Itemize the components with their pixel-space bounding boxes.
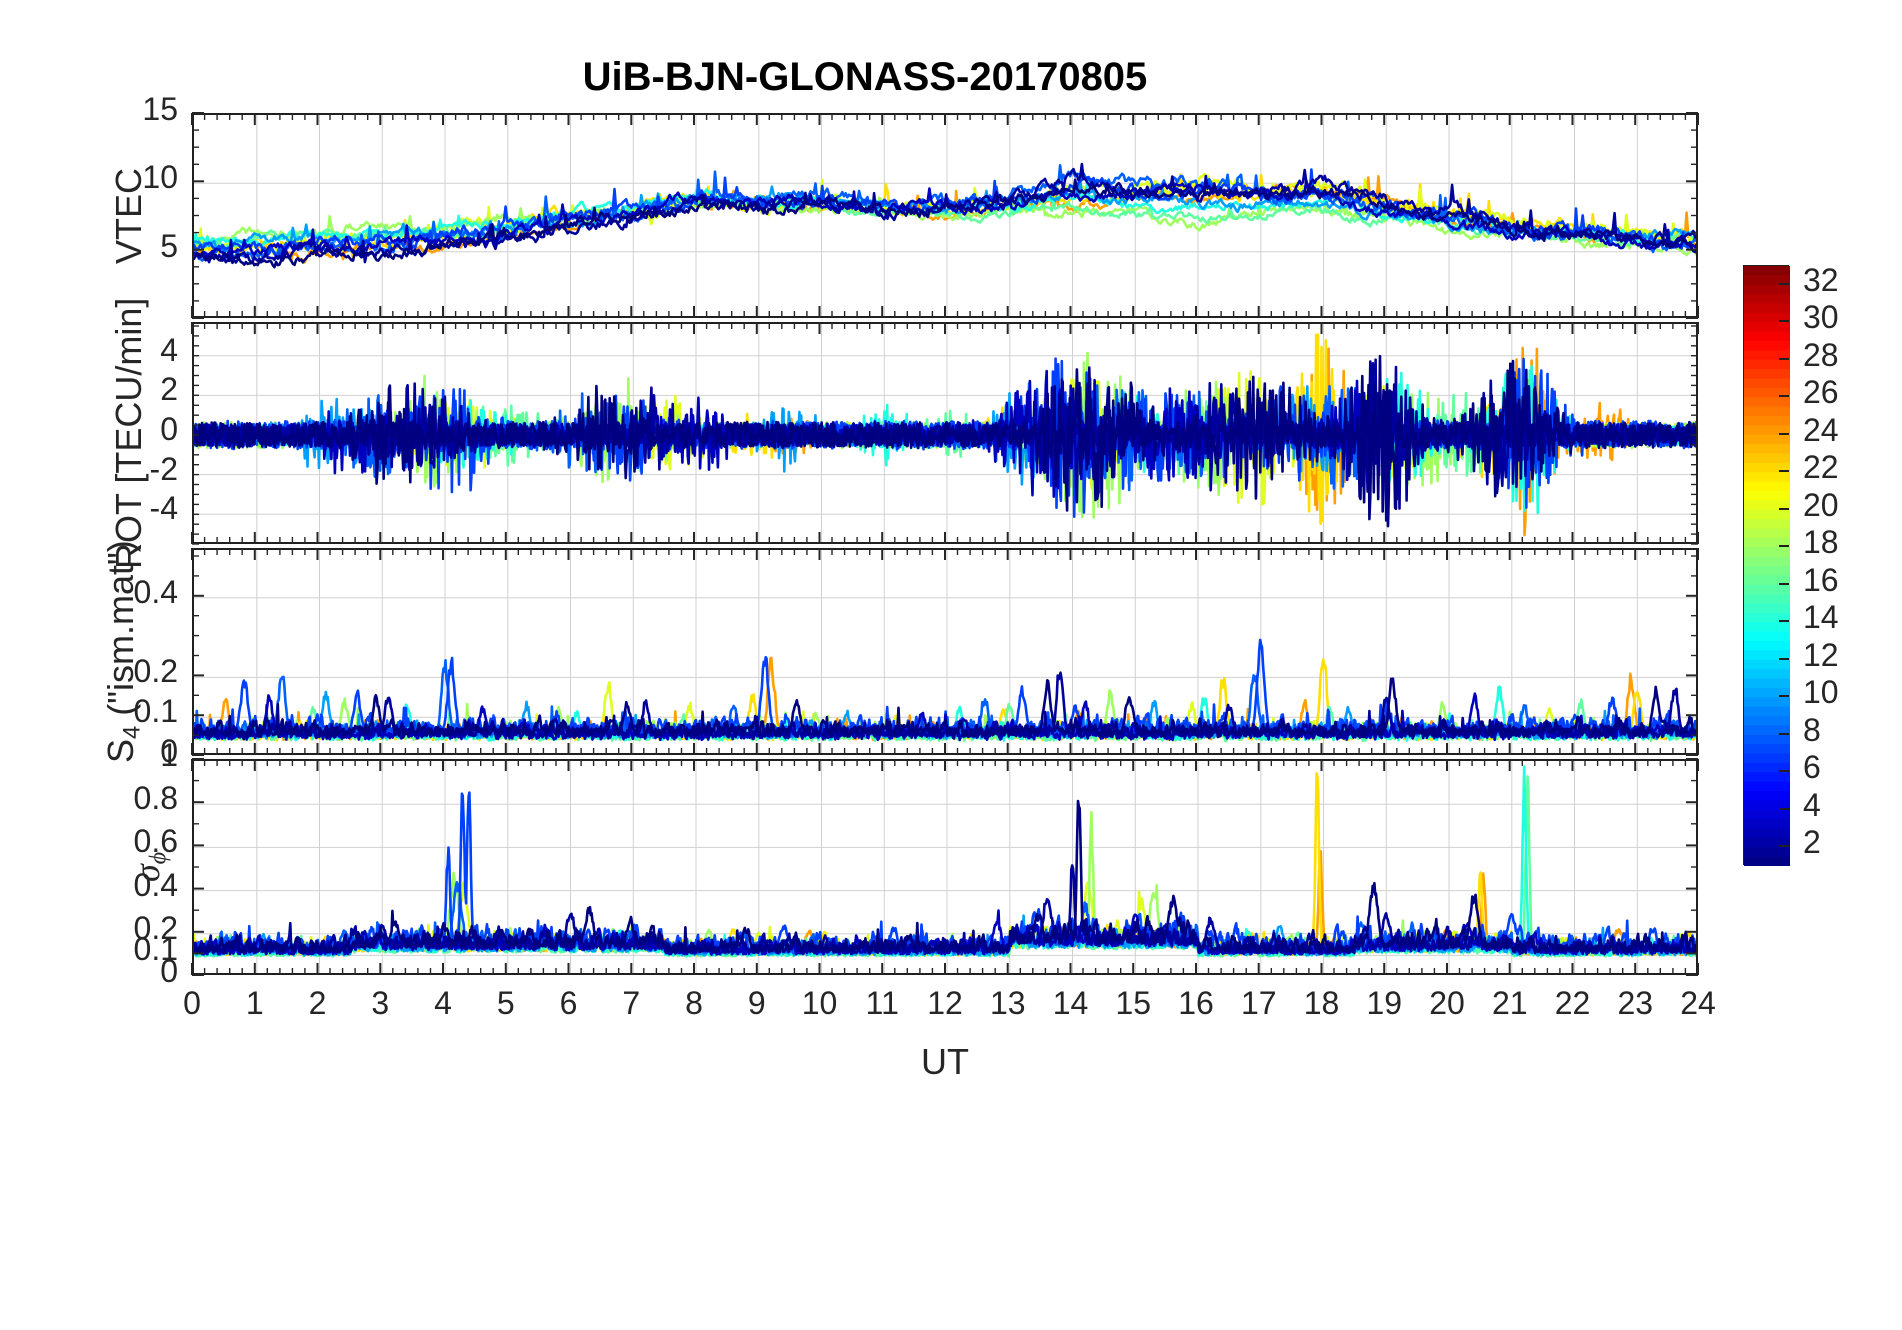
colorbar-tick-label: 2: [1803, 824, 1821, 861]
colorbar-tick-label: 28: [1803, 336, 1839, 373]
colorbar-tick-label: 22: [1803, 449, 1839, 486]
xtick-label: 2: [308, 985, 327, 1021]
xtick-label: 9: [747, 985, 766, 1021]
colorbar-tick-label: 16: [1803, 561, 1839, 598]
colorbar-tick-label: 4: [1803, 786, 1821, 823]
colorbar-tick: [1779, 545, 1789, 548]
colorbar-tick: [1779, 807, 1789, 810]
ylabel-sigma-phi: σϕ: [127, 851, 172, 882]
xtick-label: 8: [685, 985, 703, 1021]
colorbar-tick: [1779, 282, 1789, 285]
colorbar-tick: [1779, 470, 1789, 473]
xtick-label: 4: [434, 985, 452, 1021]
colorbar-tick-label: 32: [1803, 261, 1839, 298]
colorbar-tick: [1779, 770, 1789, 773]
ytick-label-rot: 2: [160, 371, 178, 408]
ytick-label-sigma_phi: 0.8: [133, 780, 178, 817]
colorbar-tick-label: 12: [1803, 636, 1839, 673]
prn-colorbar[interactable]: 2 4 6 8 10 12 14 16 18 20 22 24 26 28 30 32 PRN: [1743, 261, 1902, 867]
ytick-label-s4: 0.2: [133, 653, 178, 690]
colorbar-tick: [1779, 582, 1789, 585]
colorbar-tick: [1779, 845, 1789, 848]
xtick-label: 21: [1491, 985, 1528, 1021]
colorbar-tick-label: 14: [1803, 599, 1839, 636]
xtick-label: 1: [245, 985, 264, 1021]
xtick-label: 24: [1680, 985, 1716, 1021]
ytick-label-s4: 0: [160, 733, 178, 769]
colorbar-gradient: [1743, 265, 1790, 867]
xtick-label: 0: [183, 985, 201, 1021]
colorbar-tick: [1779, 620, 1789, 623]
ylabel-s4: S4 ("ism.mat"): [100, 540, 146, 763]
xtick-label: 16: [1178, 985, 1214, 1021]
panel-s4: [192, 548, 1698, 755]
colorbar-tick: [1779, 395, 1789, 398]
ytick-label-s4: 0.1: [133, 693, 178, 730]
colorbar-tick-label: 30: [1803, 299, 1839, 336]
colorbar-tick-label: 26: [1803, 374, 1839, 411]
colorbar-title: PRN: [1897, 526, 1902, 603]
ylabel-rot: ROT [TECU/min]: [108, 297, 149, 569]
colorbar-tick: [1779, 507, 1789, 510]
ytick-label-sigma_phi: 0.1: [133, 931, 178, 968]
xtick-label: 20: [1429, 985, 1465, 1021]
xtick-label: 11: [865, 985, 899, 1021]
ytick-label-sigma_phi: 1: [160, 737, 178, 773]
colorbar-tick: [1779, 695, 1789, 698]
ytick-label-sigma_phi: 0.4: [133, 866, 178, 903]
colorbar-tick: [1779, 320, 1789, 323]
xtick-label: 19: [1366, 985, 1403, 1021]
ytick-label-sigma_phi: 0.2: [133, 909, 178, 946]
xtick-label: 14: [1052, 985, 1089, 1021]
xtick-label: 6: [559, 985, 578, 1021]
xtick-label: 7: [622, 985, 641, 1021]
panel-rot: [192, 322, 1698, 544]
colorbar-tick-label: 18: [1803, 524, 1839, 561]
panel-sigma_phi: [192, 759, 1698, 975]
ytick-label-vtec: 10: [142, 159, 178, 196]
xtick-label: 15: [1115, 985, 1152, 1021]
xtick-label: 5: [496, 985, 515, 1021]
colorbar-tick-label: 24: [1803, 411, 1839, 448]
panel-vtec: [192, 113, 1698, 318]
ytick-label-sigma_phi: 0.6: [133, 823, 178, 860]
xtick-label: 18: [1303, 985, 1340, 1021]
ytick-label-rot: 4: [160, 331, 178, 368]
colorbar-tick: [1779, 432, 1789, 435]
ytick-label-vtec: 5: [160, 227, 178, 264]
xtick-label: 13: [989, 985, 1026, 1021]
ytick-label-rot: -4: [149, 490, 178, 527]
colorbar-tick-label: 6: [1803, 749, 1821, 786]
colorbar-tick: [1779, 732, 1789, 735]
colorbar-tick: [1779, 657, 1789, 660]
ytick-label-vtec: 15: [142, 91, 178, 127]
ytick-label-rot: 0: [160, 411, 178, 447]
ytick-label-s4: 0.4: [133, 573, 178, 610]
xtick-label: 10: [801, 985, 838, 1021]
xtick-label: 22: [1554, 985, 1591, 1021]
ylabel-vtec: VTEC: [108, 167, 149, 264]
colorbar-tick-label: 10: [1803, 674, 1839, 711]
colorbar-tick-label: 8: [1803, 711, 1821, 748]
xtick-label: 17: [1240, 985, 1277, 1021]
colorbar-tick: [1779, 357, 1789, 360]
xtick-label: 12: [927, 985, 963, 1021]
colorbar-tick-label: 20: [1803, 486, 1839, 523]
ytick-label-sigma_phi: 0: [160, 953, 178, 989]
figure-title: UiB-BJN-GLONASS-20170805: [582, 55, 1148, 99]
xlabel: UT: [921, 1041, 969, 1082]
ytick-label-rot: -2: [149, 450, 178, 487]
xtick-label: 23: [1617, 985, 1654, 1021]
xtick-label: 3: [371, 985, 390, 1021]
